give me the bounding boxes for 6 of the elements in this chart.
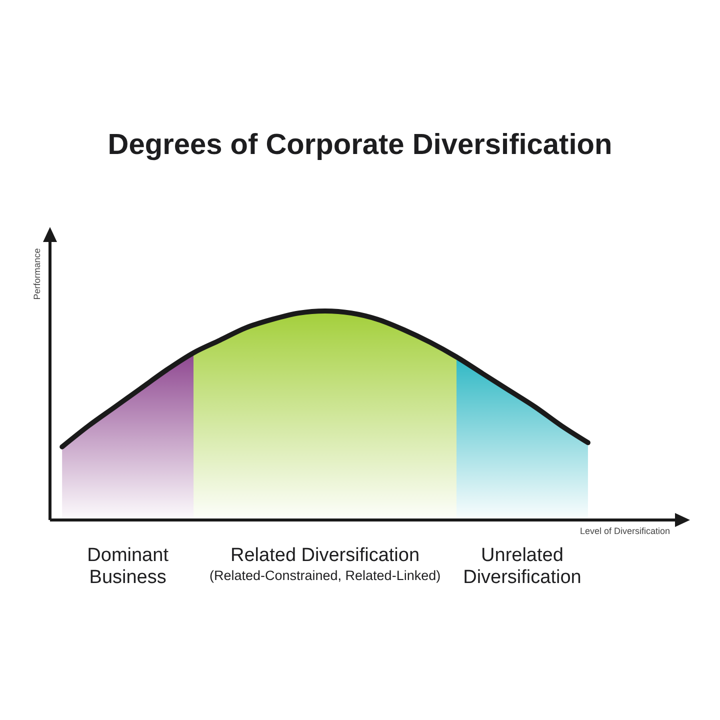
series-label: Unrelated Diversification	[462, 545, 582, 589]
y-axis-title: Performance	[32, 248, 42, 300]
series-label: Related Diversification (Related-Constrained, Related-Linked)	[208, 545, 442, 583]
x-axis-title: Level of Diversification	[580, 526, 670, 536]
series-label: Dominant Business	[86, 545, 170, 589]
chart-title: Degrees of Corporate Diversification	[106, 129, 614, 162]
